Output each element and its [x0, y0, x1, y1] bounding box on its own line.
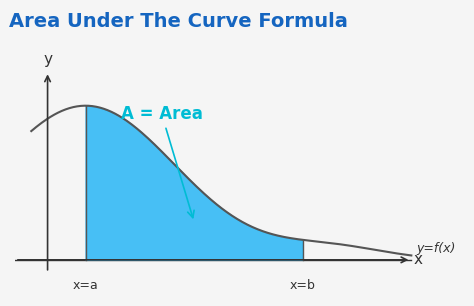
Text: y=f(x): y=f(x): [417, 242, 456, 256]
Text: x: x: [414, 252, 423, 267]
Text: Area Under The Curve Formula: Area Under The Curve Formula: [9, 12, 348, 31]
Text: x=b: x=b: [290, 279, 316, 292]
Text: x=a: x=a: [73, 279, 99, 292]
Text: y: y: [43, 52, 52, 67]
Text: A = Area: A = Area: [121, 105, 202, 218]
